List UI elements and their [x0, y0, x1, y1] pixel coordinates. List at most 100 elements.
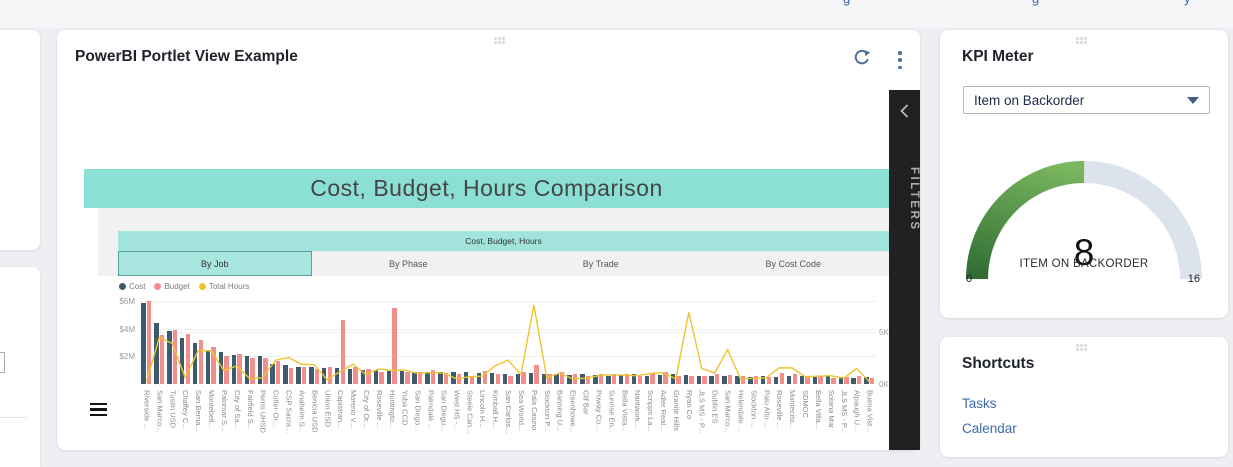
drag-handle-icon[interactable]	[1076, 344, 1088, 352]
shortcut-link-calendar[interactable]: Calendar	[962, 421, 1017, 436]
top-link-fragment[interactable]: y	[1184, 0, 1191, 7]
bar-budget[interactable]	[753, 375, 759, 384]
filters-pane[interactable]: FILTERS	[889, 90, 920, 450]
bar-budget[interactable]	[430, 370, 436, 384]
bar-budget[interactable]	[689, 376, 694, 384]
portlet-menu-icon[interactable]	[896, 51, 904, 69]
bar-budget[interactable]	[663, 372, 668, 384]
bar-budget[interactable]	[740, 375, 746, 384]
bar-budget[interactable]	[159, 335, 165, 384]
collapse-chevron-icon[interactable]	[898, 103, 911, 119]
bar-cost[interactable]	[606, 375, 611, 384]
bar-cost[interactable]	[244, 355, 249, 384]
hamburger-menu-icon[interactable]	[90, 403, 107, 416]
drag-handle-icon[interactable]	[494, 37, 506, 45]
bar-budget[interactable]	[844, 377, 849, 384]
bar-cost[interactable]	[644, 375, 650, 384]
bar-cost[interactable]	[709, 376, 714, 384]
bar-budget[interactable]	[857, 375, 862, 384]
bar-cost[interactable]	[296, 366, 301, 384]
bar-cost[interactable]	[218, 352, 224, 384]
legend-item[interactable]: Cost	[119, 282, 145, 291]
bar-cost[interactable]	[761, 376, 766, 384]
bar-budget[interactable]	[560, 372, 565, 384]
bar-budget[interactable]	[624, 374, 630, 384]
bar-budget[interactable]	[443, 372, 449, 384]
bar-cost[interactable]	[812, 377, 818, 384]
bar-cost[interactable]	[360, 369, 366, 384]
bar-budget[interactable]	[779, 372, 784, 384]
bar-cost[interactable]	[683, 375, 688, 384]
legend-item[interactable]: Total Hours	[198, 282, 249, 291]
bar-budget[interactable]	[676, 375, 681, 384]
bar-cost[interactable]	[657, 375, 663, 384]
bar-cost[interactable]	[192, 342, 198, 384]
bar-cost[interactable]	[580, 374, 585, 384]
bar-cost[interactable]	[231, 355, 237, 384]
bar-budget[interactable]	[172, 330, 178, 384]
bar-budget[interactable]	[340, 319, 345, 384]
bar-budget[interactable]	[301, 366, 307, 384]
bar-cost[interactable]	[399, 370, 404, 384]
bar-cost[interactable]	[748, 377, 753, 384]
legend-item[interactable]: Budget	[154, 282, 190, 291]
bar-cost[interactable]	[167, 330, 172, 384]
bar-cost[interactable]	[489, 372, 495, 384]
kpi-select[interactable]: Item on Backorder	[963, 86, 1210, 114]
filters-pane-label[interactable]: FILTERS	[908, 167, 920, 232]
bar-budget[interactable]	[508, 376, 513, 384]
bar-budget[interactable]	[702, 376, 707, 384]
bar-cost[interactable]	[670, 374, 676, 384]
bar-budget[interactable]	[585, 375, 591, 384]
bar-budget[interactable]	[727, 375, 733, 384]
bar-budget[interactable]	[366, 368, 371, 384]
bar-budget[interactable]	[250, 357, 255, 384]
bar-cost[interactable]	[838, 377, 843, 384]
bar-budget[interactable]	[379, 372, 384, 384]
bar-budget[interactable]	[263, 357, 268, 384]
tab-by-job[interactable]: By Job	[118, 251, 312, 276]
bar-budget[interactable]	[353, 366, 358, 384]
bar-budget[interactable]	[146, 300, 152, 384]
bar-budget[interactable]	[534, 364, 539, 384]
bar-budget[interactable]	[327, 367, 333, 384]
bar-budget[interactable]	[198, 339, 203, 384]
bar-cost[interactable]	[347, 368, 353, 384]
bar-budget[interactable]	[805, 377, 810, 384]
bar-budget[interactable]	[521, 372, 526, 384]
bar-cost[interactable]	[425, 371, 430, 384]
bar-cost[interactable]	[334, 368, 340, 384]
bar-budget[interactable]	[405, 371, 410, 384]
bar-cost[interactable]	[154, 322, 159, 384]
bar-budget[interactable]	[211, 346, 216, 384]
top-link-fragment[interactable]: g	[1032, 0, 1039, 7]
bar-cost[interactable]	[283, 364, 288, 384]
bar-cost[interactable]	[141, 302, 146, 384]
bar-budget[interactable]	[392, 308, 397, 384]
bar-cost[interactable]	[567, 375, 572, 384]
shortcut-link-tasks[interactable]: Tasks	[962, 396, 997, 411]
bar-budget[interactable]	[418, 372, 423, 384]
bar-cost[interactable]	[541, 373, 546, 384]
bar-cost[interactable]	[631, 374, 637, 384]
bar-budget[interactable]	[637, 375, 642, 384]
bar-cost[interactable]	[528, 372, 534, 384]
bar-budget[interactable]	[469, 375, 475, 384]
bar-cost[interactable]	[373, 370, 379, 384]
cutoff-input-box[interactable]	[0, 352, 5, 373]
bar-budget[interactable]	[482, 370, 487, 384]
bar-cost[interactable]	[799, 375, 805, 384]
tab-by-cost-code[interactable]: By Cost Code	[697, 251, 889, 276]
top-link-fragment[interactable]: g	[843, 0, 850, 7]
bar-cost[interactable]	[412, 372, 417, 384]
bar-cost[interactable]	[851, 377, 856, 384]
bar-budget[interactable]	[831, 377, 836, 384]
tab-by-phase[interactable]: By Phase	[312, 251, 504, 276]
bar-budget[interactable]	[185, 334, 191, 384]
refresh-icon[interactable]	[852, 48, 872, 73]
bar-budget[interactable]	[792, 374, 797, 384]
bar-cost[interactable]	[825, 376, 831, 384]
bar-cost[interactable]	[180, 337, 185, 384]
bar-budget[interactable]	[547, 374, 552, 384]
bar-cost[interactable]	[696, 375, 701, 384]
